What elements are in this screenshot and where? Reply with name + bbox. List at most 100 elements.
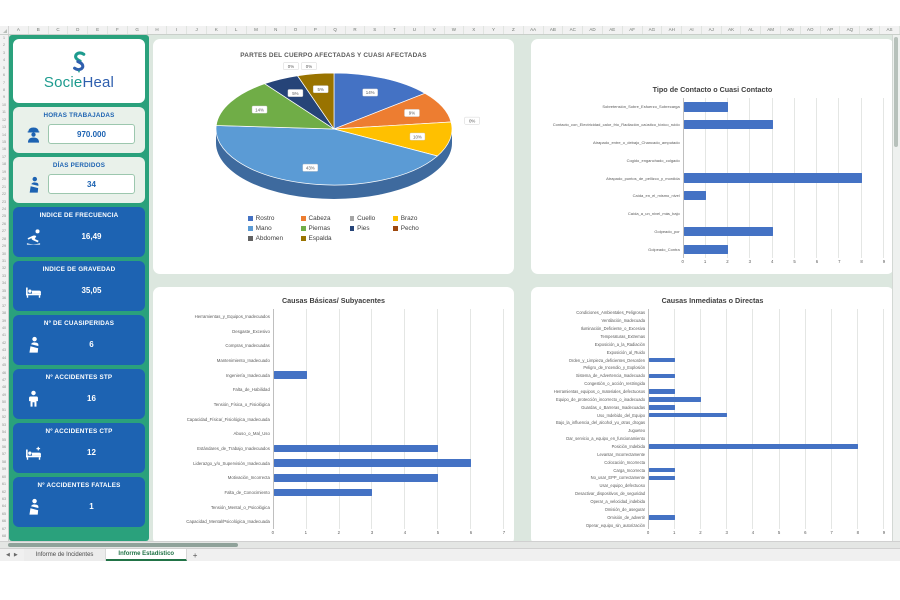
column-header-aj[interactable]: AJ — [702, 26, 722, 34]
basic-causes-chart-card[interactable]: Causas Básicas/ Subyacentes Herramientas… — [153, 287, 514, 545]
body-parts-pie-card[interactable]: PARTES DEL CUERPO AFECTADAS Y CUASI AFEC… — [153, 39, 514, 274]
column-header-f[interactable]: F — [108, 26, 128, 34]
row-header-20[interactable]: 20 — [2, 177, 6, 182]
column-header-ak[interactable]: AK — [722, 26, 742, 34]
row-header-6[interactable]: 6 — [3, 73, 5, 78]
row-header-34[interactable]: 34 — [2, 281, 6, 286]
column-header-s[interactable]: S — [365, 26, 386, 34]
row-header-11[interactable]: 11 — [2, 110, 6, 115]
column-header-u[interactable]: U — [405, 26, 425, 34]
column-header-a[interactable]: A — [9, 26, 29, 34]
column-header-i[interactable]: I — [167, 26, 188, 34]
row-header-1[interactable]: 1 — [3, 35, 5, 40]
row-header-65[interactable]: 65 — [2, 511, 6, 516]
row-header-45[interactable]: 45 — [2, 363, 6, 368]
column-header-o[interactable]: O — [286, 26, 306, 34]
column-header-an[interactable]: AN — [781, 26, 801, 34]
row-header-62[interactable]: 62 — [2, 489, 6, 494]
column-header-ae[interactable]: AE — [603, 26, 623, 34]
row-header-68[interactable]: 68 — [2, 534, 6, 539]
row-header-22[interactable]: 22 — [2, 192, 6, 197]
sheet-tab-informe-estad-stico[interactable]: Informe Estadístico — [106, 549, 188, 561]
row-header-59[interactable]: 59 — [2, 467, 6, 472]
row-header-8[interactable]: 8 — [3, 87, 5, 92]
column-header-n[interactable]: N — [266, 26, 287, 34]
row-header-64[interactable]: 64 — [2, 504, 6, 509]
row-header-3[interactable]: 3 — [3, 50, 5, 55]
row-header-66[interactable]: 66 — [2, 519, 6, 524]
row-header-19[interactable]: 19 — [2, 169, 6, 174]
row-header-51[interactable]: 51 — [2, 407, 6, 412]
column-header-h[interactable]: H — [148, 26, 168, 34]
row-header-2[interactable]: 2 — [3, 43, 5, 48]
row-header-9[interactable]: 9 — [3, 95, 5, 100]
column-header-t[interactable]: T — [385, 26, 405, 34]
kpi-card-horas-trabajadas[interactable]: HORAS TRABAJADAS 970.000 — [13, 107, 145, 153]
row-header-4[interactable]: 4 — [3, 58, 5, 63]
kpi-card-indice-de-frecuencia[interactable]: INDICE DE FRECUENCIA 16,49 — [13, 207, 145, 257]
column-header-e[interactable]: E — [88, 26, 108, 34]
row-header-26[interactable]: 26 — [2, 221, 6, 226]
kpi-card-n-accidentes-stp[interactable]: Nº ACCIDENTES STP 16 — [13, 369, 145, 419]
column-header-x[interactable]: X — [464, 26, 485, 34]
row-headers[interactable]: 1 2 3 4 5 6 7 8 9 10 11 12 13 14 15 16 17 18 19 20 21 22 23 24 2… — [0, 35, 9, 541]
column-header-k[interactable]: K — [207, 26, 227, 34]
kpi-card-n-accidentes-ctp[interactable]: Nº ACCIDENTES CTP 12 — [13, 423, 145, 473]
row-header-40[interactable]: 40 — [2, 325, 6, 330]
row-header-56[interactable]: 56 — [2, 444, 6, 449]
column-header-r[interactable]: R — [346, 26, 366, 34]
row-header-29[interactable]: 29 — [2, 244, 6, 249]
row-header-16[interactable]: 16 — [2, 147, 6, 152]
row-header-53[interactable]: 53 — [2, 422, 6, 427]
column-header-ac[interactable]: AC — [563, 26, 584, 34]
row-header-43[interactable]: 43 — [2, 348, 6, 353]
row-header-23[interactable]: 23 — [2, 199, 6, 204]
column-header-j[interactable]: J — [187, 26, 207, 34]
row-header-33[interactable]: 33 — [2, 273, 6, 278]
column-header-ab[interactable]: AB — [544, 26, 564, 34]
column-header-ao[interactable]: AO — [801, 26, 821, 34]
row-header-14[interactable]: 14 — [2, 132, 6, 137]
row-header-50[interactable]: 50 — [2, 400, 6, 405]
row-header-47[interactable]: 47 — [2, 378, 6, 383]
column-header-d[interactable]: D — [68, 26, 89, 34]
row-header-30[interactable]: 30 — [2, 251, 6, 256]
column-header-ai[interactable]: AI — [682, 26, 702, 34]
row-header-48[interactable]: 48 — [2, 385, 6, 390]
horizontal-scrollbar-thumb[interactable] — [8, 543, 238, 547]
tab-prev-icon[interactable]: ◀ — [6, 552, 10, 558]
column-header-z[interactable]: Z — [504, 26, 524, 34]
row-header-44[interactable]: 44 — [2, 355, 6, 360]
row-header-27[interactable]: 27 — [2, 229, 6, 234]
column-header-p[interactable]: P — [306, 26, 326, 34]
column-header-y[interactable]: Y — [484, 26, 504, 34]
row-header-52[interactable]: 52 — [2, 415, 6, 420]
row-header-18[interactable]: 18 — [2, 162, 6, 167]
kpi-card-d-as-perdidos[interactable]: DÍAS PERDIDOS 34 — [13, 157, 145, 203]
select-all-corner[interactable] — [0, 26, 9, 34]
row-header-35[interactable]: 35 — [2, 288, 6, 293]
column-header-ap[interactable]: AP — [821, 26, 841, 34]
row-header-49[interactable]: 49 — [2, 392, 6, 397]
row-header-57[interactable]: 57 — [2, 452, 6, 457]
column-header-l[interactable]: L — [227, 26, 247, 34]
column-header-ar[interactable]: AR — [860, 26, 881, 34]
sheet-tab-informe-de-incidentes[interactable]: Informe de Incidentes — [23, 549, 107, 561]
row-header-17[interactable]: 17 — [2, 154, 6, 159]
row-header-61[interactable]: 61 — [2, 482, 6, 487]
immediate-causes-chart-card[interactable]: Causas Inmediatas o Directas Condiciones… — [531, 287, 894, 545]
column-header-aq[interactable]: AQ — [840, 26, 861, 34]
row-header-46[interactable]: 46 — [2, 370, 6, 375]
tab-next-icon[interactable]: ▶ — [13, 552, 18, 558]
row-header-32[interactable]: 32 — [2, 266, 6, 271]
row-header-58[interactable]: 58 — [2, 459, 6, 464]
row-header-7[interactable]: 7 — [3, 80, 5, 85]
column-header-q[interactable]: Q — [326, 26, 346, 34]
row-header-37[interactable]: 37 — [2, 303, 6, 308]
row-header-60[interactable]: 60 — [2, 474, 6, 479]
column-header-as[interactable]: AS — [880, 26, 900, 34]
row-header-12[interactable]: 12 — [2, 117, 6, 122]
column-header-aa[interactable]: AA — [524, 26, 544, 34]
row-header-54[interactable]: 54 — [2, 430, 6, 435]
row-header-25[interactable]: 25 — [2, 214, 6, 219]
